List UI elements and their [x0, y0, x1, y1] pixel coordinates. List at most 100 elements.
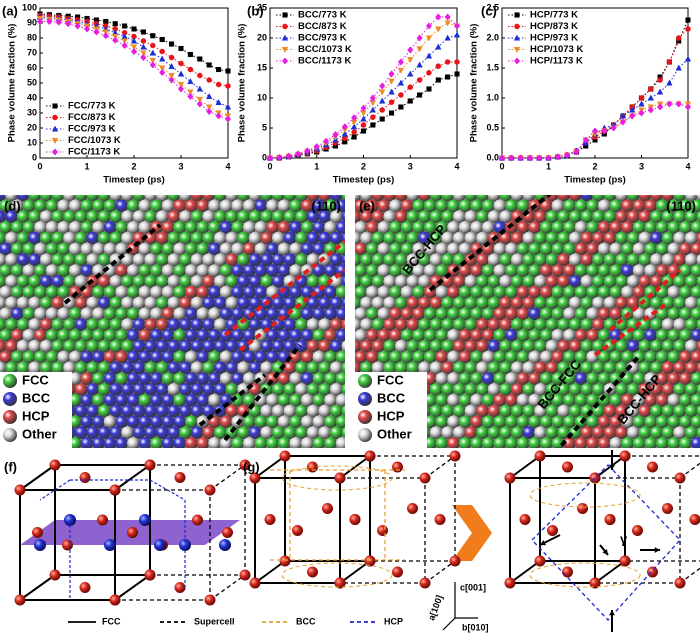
marker [93, 28, 100, 36]
atom [115, 307, 129, 321]
atom [214, 296, 227, 310]
legend-label: FCC [22, 372, 49, 387]
marker [554, 153, 561, 161]
atom [173, 437, 187, 448]
atom [179, 231, 193, 245]
atom [301, 199, 314, 213]
atom [441, 404, 455, 418]
atom [277, 437, 291, 448]
atom [667, 307, 681, 321]
atom [208, 393, 222, 407]
atom [0, 221, 13, 234]
series-line [502, 19, 689, 159]
atom [222, 527, 233, 538]
marker [379, 97, 386, 104]
marker [121, 41, 128, 50]
atom [115, 221, 129, 234]
atom [40, 275, 53, 288]
atom [673, 195, 687, 202]
atom [609, 307, 623, 321]
marker [36, 17, 44, 26]
atom [470, 350, 484, 364]
panel-label: (c) [481, 3, 497, 18]
atom [661, 195, 675, 202]
marker [266, 154, 274, 162]
marker [159, 55, 166, 62]
atom [260, 195, 274, 202]
atom [248, 426, 262, 439]
marker [282, 23, 288, 30]
atom [341, 210, 345, 223]
atom [341, 254, 345, 266]
atom [318, 275, 332, 288]
atom [355, 361, 362, 375]
atom [667, 437, 681, 448]
legend-label: HCP [377, 408, 405, 423]
atom [399, 447, 403, 448]
atom [208, 350, 222, 364]
atom [115, 242, 129, 256]
plane-label: (110) [666, 198, 696, 213]
atom [419, 577, 431, 589]
atom [569, 404, 582, 418]
atom [150, 415, 164, 429]
atom [283, 383, 297, 396]
atom [248, 275, 262, 288]
atom [458, 350, 472, 364]
legend-label: HCP/1173 K [530, 56, 583, 67]
legend-label: HCP/873 K [530, 21, 578, 32]
marker [140, 29, 146, 35]
atom [86, 339, 100, 353]
atom [609, 393, 623, 407]
arrow-head [654, 547, 660, 553]
marker [149, 57, 156, 65]
atom [289, 242, 303, 256]
x-tick-label: 2 [592, 161, 597, 171]
atom [16, 361, 30, 375]
legend-label: BCC/773 K [298, 10, 347, 21]
atom [0, 242, 13, 256]
atom [63, 231, 76, 245]
atom [580, 296, 594, 310]
atom [144, 361, 158, 375]
atom [481, 447, 485, 448]
atom [603, 275, 617, 288]
atom [156, 275, 169, 288]
atom [547, 525, 558, 536]
atom [696, 318, 700, 331]
atom [418, 231, 431, 245]
atom [574, 329, 588, 342]
atom [126, 199, 140, 213]
atom [192, 514, 203, 526]
atom [218, 447, 222, 448]
atom [161, 307, 175, 321]
atom [45, 221, 59, 234]
atom [160, 447, 164, 448]
atom [34, 242, 47, 256]
atom [487, 361, 501, 375]
marker [425, 52, 433, 59]
marker [196, 85, 203, 92]
atom [423, 447, 427, 448]
x-axis-label: Timestep (ps) [564, 175, 626, 186]
atom [231, 221, 245, 234]
atom [412, 242, 426, 256]
atom [505, 242, 518, 256]
atom [214, 275, 227, 288]
atom [679, 372, 692, 385]
atom [447, 350, 460, 364]
atom [487, 275, 501, 288]
atom [253, 447, 257, 448]
atom [132, 383, 146, 396]
atom [190, 361, 204, 375]
atom [424, 350, 437, 364]
marker [435, 43, 442, 50]
atom [208, 307, 222, 321]
atom [179, 296, 193, 310]
y-tick-label: 15 [257, 62, 267, 72]
atom [453, 210, 466, 223]
atom [667, 393, 681, 407]
atom [79, 447, 83, 448]
atom [470, 437, 484, 448]
marker [51, 137, 59, 145]
